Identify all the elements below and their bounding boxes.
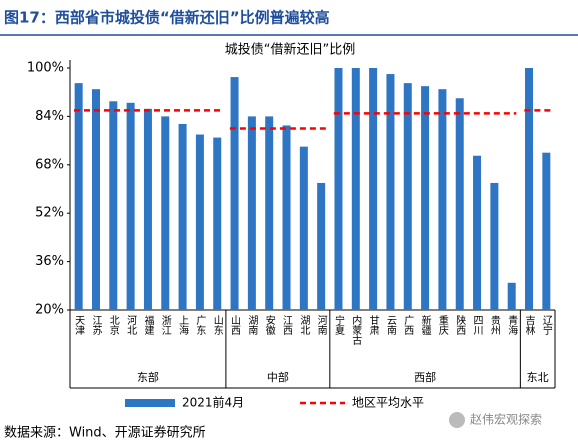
bar xyxy=(282,125,291,310)
bar xyxy=(403,83,412,310)
x-tick-label: 内蒙古 xyxy=(350,314,362,346)
x-tick-label: 北京 xyxy=(107,315,119,336)
x-tick-label: 新疆 xyxy=(419,314,431,336)
bar xyxy=(438,89,447,310)
group-label: 东北 xyxy=(527,371,549,384)
bar xyxy=(386,74,395,310)
bar xyxy=(195,134,204,310)
group-label: 东部 xyxy=(137,370,159,384)
bar xyxy=(421,86,430,311)
y-tick-label: 20% xyxy=(35,303,64,318)
legend-label: 2021前4月 xyxy=(182,395,244,410)
x-tick-label: 广东 xyxy=(194,315,206,335)
bar xyxy=(74,83,83,310)
x-tick-label: 青海 xyxy=(506,314,518,336)
y-tick-label: 52% xyxy=(35,206,64,221)
y-tick-label: 36% xyxy=(35,254,64,269)
legend-swatch xyxy=(125,399,175,407)
bar xyxy=(473,155,482,310)
watermark: 赵伟宏观探索 xyxy=(470,412,542,427)
bar xyxy=(230,77,239,310)
x-tick-label: 重庆 xyxy=(436,314,448,336)
bar xyxy=(299,146,308,310)
x-tick-label: 山西 xyxy=(229,315,241,335)
x-tick-label: 辽宁 xyxy=(540,315,552,335)
bar xyxy=(455,98,464,310)
x-tick-label: 江苏 xyxy=(90,315,102,336)
x-tick-label: 宁夏 xyxy=(332,314,344,335)
x-tick-label: 福建 xyxy=(142,314,154,335)
x-tick-label: 贵州 xyxy=(488,314,500,335)
watermark-icon xyxy=(449,412,465,428)
bar xyxy=(109,101,118,311)
bar xyxy=(178,123,187,311)
bar xyxy=(143,108,152,311)
bar xyxy=(542,152,551,310)
figure-title: 图17：西部省市城投债“借新还旧”比例普遍较高 xyxy=(4,9,330,27)
bar xyxy=(334,68,343,310)
bar xyxy=(490,182,499,310)
bar xyxy=(161,116,170,311)
x-tick-label: 山东 xyxy=(211,315,223,335)
bar xyxy=(265,116,274,311)
bar xyxy=(126,102,135,310)
bar xyxy=(369,68,378,310)
x-tick-label: 甘肃 xyxy=(367,314,379,336)
x-tick-label: 湖南 xyxy=(246,315,258,335)
x-tick-label: 陕西 xyxy=(454,314,466,335)
bar xyxy=(91,89,100,310)
y-tick-label: 100% xyxy=(27,61,64,76)
chart-title: 城投债“借新还旧”比例 xyxy=(225,42,355,58)
y-tick-label: 68% xyxy=(35,157,64,172)
x-tick-label: 上海 xyxy=(177,315,189,336)
bar xyxy=(317,182,326,310)
x-tick-label: 云南 xyxy=(384,315,396,335)
source: 数据来源：Wind、开源证券研究所 xyxy=(4,425,206,441)
x-tick-label: 浙江 xyxy=(159,315,171,335)
x-tick-label: 湖北 xyxy=(298,315,310,335)
bar xyxy=(507,282,516,310)
x-tick-label: 河北 xyxy=(125,315,137,335)
x-tick-label: 广西 xyxy=(402,315,414,335)
group-label: 西部 xyxy=(414,370,436,384)
bar xyxy=(247,116,256,311)
x-tick-label: 四川 xyxy=(471,315,483,335)
x-tick-label: 天津 xyxy=(73,315,85,336)
bar xyxy=(213,137,222,310)
y-tick-label: 84% xyxy=(35,109,64,124)
bar xyxy=(351,68,360,310)
x-tick-label: 江西 xyxy=(281,315,293,335)
x-tick-label: 河南 xyxy=(315,315,327,335)
group-label: 中部 xyxy=(267,370,289,384)
legend-label: 地区平均水平 xyxy=(352,396,424,410)
x-tick-label: 安徽 xyxy=(263,314,275,336)
x-tick-label: 吉林 xyxy=(523,315,535,336)
bar xyxy=(525,68,534,310)
